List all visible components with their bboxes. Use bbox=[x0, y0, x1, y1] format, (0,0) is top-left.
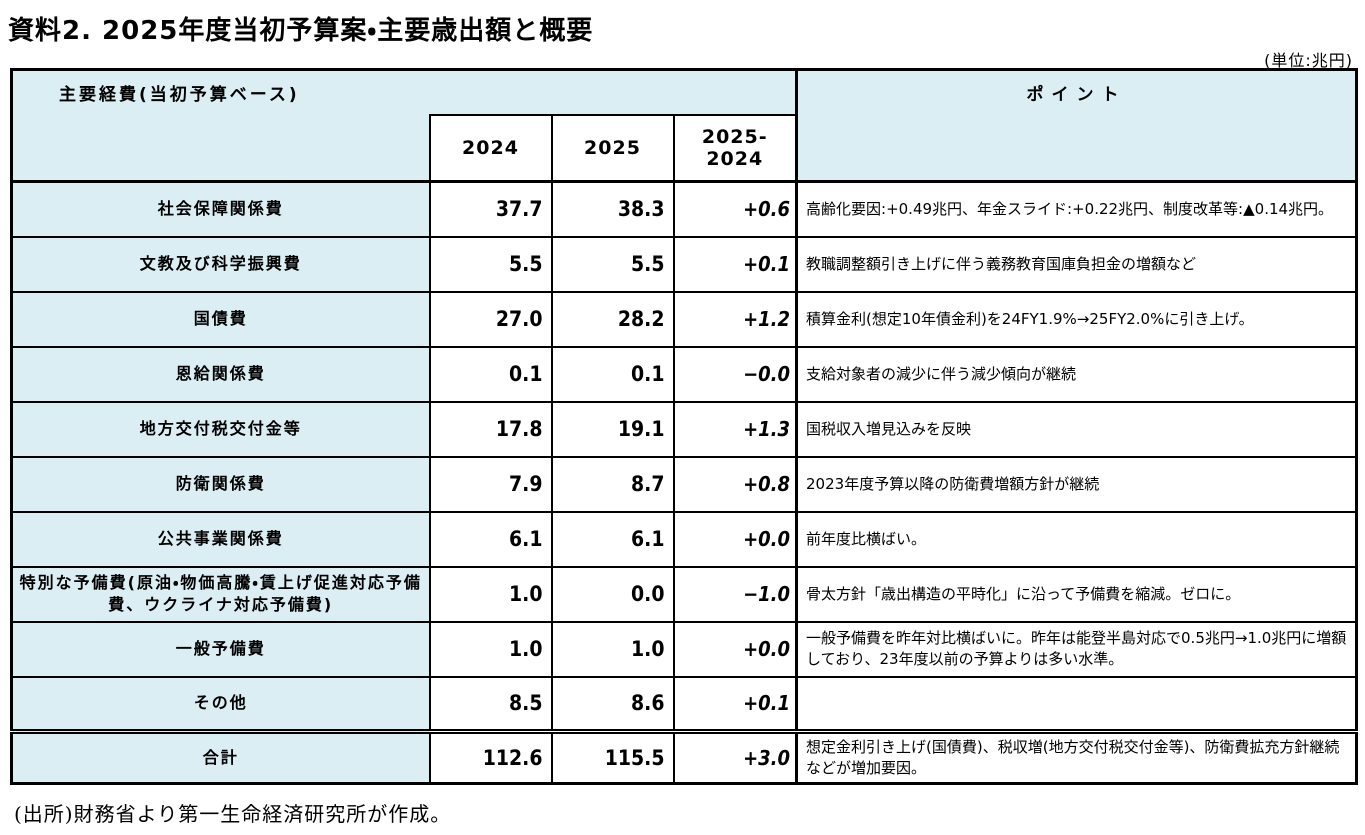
table-row: 公共事業関係費 6.1 6.1 +0.0 前年度比横ばい。 bbox=[10, 510, 1358, 568]
row-point-text: 国税収入増見込みを反映 bbox=[795, 400, 1358, 458]
row-2024-value: 37.7 bbox=[428, 180, 553, 238]
row-2025-value: 8.7 bbox=[550, 455, 675, 513]
row-item-label: 防衛関係費 bbox=[10, 455, 431, 513]
table-footer: 合計 112.6 115.5 +3.0 想定金利引き上げ(国債費)、税収増(地方… bbox=[10, 729, 1358, 785]
table-row: 一般予備費 1.0 1.0 +0.0 一般予備費を昨年対比横ばいに。昨年は能登半… bbox=[10, 620, 1358, 678]
row-2025-value: 19.1 bbox=[550, 400, 675, 458]
row-point-text: 骨太方針「歳出構造の平時化」に沿って予備費を縮減。ゼロに。 bbox=[795, 565, 1358, 623]
row-point-text: 前年度比横ばい。 bbox=[795, 510, 1358, 568]
header-item-label: 主要経費(当初予算ベース) bbox=[10, 68, 798, 115]
row-item-label: 公共事業関係費 bbox=[10, 510, 431, 568]
row-point-text: 一般予備費を昨年対比横ばいに。昨年は能登半島対応で0.5兆円→1.0兆円に増額し… bbox=[795, 620, 1358, 678]
page-title: 資料2. 2025年度当初予算案・主要歳出額と概要 bbox=[8, 16, 594, 46]
row-2024-value: 27.0 bbox=[428, 290, 553, 348]
header-point-label: ポイント bbox=[795, 68, 1358, 183]
row-item-label: 国債費 bbox=[10, 290, 431, 348]
row-2024-value: 0.1 bbox=[428, 345, 553, 403]
row-2025-value: 5.5 bbox=[550, 235, 675, 293]
row-2025-value: 38.3 bbox=[550, 180, 675, 238]
row-item-label: 恩給関係費 bbox=[10, 345, 431, 403]
row-item-label: 文教及び科学振興費 bbox=[10, 235, 431, 293]
total-item-label: 合計 bbox=[10, 729, 431, 785]
total-diff-value: +3.0 bbox=[672, 729, 798, 785]
row-point-text: 支給対象者の減少に伴う減少傾向が継続 bbox=[795, 345, 1358, 403]
row-2025-value: 28.2 bbox=[550, 290, 675, 348]
row-item-label: 一般予備費 bbox=[10, 620, 431, 678]
row-point-text: 教職調整額引き上げに伴う義務教育国庫負担金の増額など bbox=[795, 235, 1358, 293]
header-blank-cell bbox=[10, 114, 431, 183]
row-2025-value: 0.0 bbox=[550, 565, 675, 623]
row-diff-value: −1.0 bbox=[672, 565, 798, 623]
row-item-label: 特別な予備費(原油・物価高騰・賃上げ促進対応予備費、ウクライナ対応予備費) bbox=[10, 565, 431, 623]
header-col-2025: 2025 bbox=[550, 113, 675, 183]
row-2025-value: 8.6 bbox=[550, 675, 675, 733]
row-item-label: 社会保障関係費 bbox=[10, 180, 431, 238]
row-diff-value: +0.0 bbox=[672, 510, 798, 568]
row-point-text: 2023年度予算以降の防衛費増額方針が継続 bbox=[795, 455, 1358, 513]
row-diff-value: +1.2 bbox=[672, 290, 798, 348]
table-row: 国債費 27.0 28.2 +1.2 積算金利(想定10年債金利)を24FY1.… bbox=[10, 290, 1358, 348]
row-point-text: 高齢化要因:+0.49兆円、年金スライド:+0.22兆円、制度改革等:▲0.14… bbox=[795, 180, 1358, 238]
table-row: 文教及び科学振興費 5.5 5.5 +0.1 教職調整額引き上げに伴う義務教育国… bbox=[10, 235, 1358, 293]
row-item-label: 地方交付税交付金等 bbox=[10, 400, 431, 458]
row-point-text: 積算金利(想定10年債金利)を24FY1.9%→25FY2.0%に引き上げ。 bbox=[795, 290, 1358, 348]
table-body: 社会保障関係費 37.7 38.3 +0.6 高齢化要因:+0.49兆円、年金ス… bbox=[10, 180, 1358, 733]
row-item-label: その他 bbox=[10, 675, 431, 733]
row-2024-value: 6.1 bbox=[428, 510, 553, 568]
row-2024-value: 5.5 bbox=[428, 235, 553, 293]
row-point-text bbox=[795, 675, 1358, 733]
row-diff-value: +0.1 bbox=[672, 675, 798, 733]
row-diff-value: +0.0 bbox=[672, 620, 798, 678]
row-2024-value: 7.9 bbox=[428, 455, 553, 513]
row-diff-value: +0.1 bbox=[672, 235, 798, 293]
table-row: その他 8.5 8.6 +0.1 bbox=[10, 675, 1358, 733]
table-row: 特別な予備費(原油・物価高騰・賃上げ促進対応予備費、ウクライナ対応予備費) 1.… bbox=[10, 565, 1358, 623]
total-point-text: 想定金利引き上げ(国債費)、税収増(地方交付税交付金等)、防衛費拡充方針継続など… bbox=[795, 729, 1358, 785]
total-2025-value: 115.5 bbox=[550, 729, 675, 785]
table-row: 地方交付税交付金等 17.8 19.1 +1.3 国税収入増見込みを反映 bbox=[10, 400, 1358, 458]
row-2024-value: 17.8 bbox=[428, 400, 553, 458]
row-diff-value: +0.6 bbox=[672, 180, 798, 238]
header-col-diff: 2025-2024 bbox=[672, 113, 798, 183]
row-2025-value: 6.1 bbox=[550, 510, 675, 568]
budget-table: 主要経費(当初予算ベース) ポイント 2024 2025 2025-2024 社… bbox=[10, 68, 1359, 785]
table-header: 主要経費(当初予算ベース) ポイント 2024 2025 2025-2024 bbox=[10, 68, 1358, 183]
row-diff-value: +1.3 bbox=[672, 400, 798, 458]
row-2024-value: 1.0 bbox=[428, 620, 553, 678]
source-note: (出所)財務省より第一生命経済研究所が作成。 bbox=[14, 802, 452, 826]
row-diff-value: +0.8 bbox=[672, 455, 798, 513]
table-row: 恩給関係費 0.1 0.1 −0.0 支給対象者の減少に伴う減少傾向が継続 bbox=[10, 345, 1358, 403]
row-2024-value: 1.0 bbox=[428, 565, 553, 623]
total-2024-value: 112.6 bbox=[428, 729, 553, 785]
row-2025-value: 1.0 bbox=[550, 620, 675, 678]
row-diff-value: −0.0 bbox=[672, 345, 798, 403]
row-2025-value: 0.1 bbox=[550, 345, 675, 403]
table-row: 防衛関係費 7.9 8.7 +0.8 2023年度予算以降の防衛費増額方針が継続 bbox=[10, 455, 1358, 513]
table-row: 社会保障関係費 37.7 38.3 +0.6 高齢化要因:+0.49兆円、年金ス… bbox=[10, 180, 1358, 238]
unit-note: (単位:兆円) bbox=[1264, 51, 1353, 70]
header-col-2024: 2024 bbox=[428, 113, 553, 183]
total-row: 合計 112.6 115.5 +3.0 想定金利引き上げ(国債費)、税収増(地方… bbox=[10, 729, 1358, 785]
row-2024-value: 8.5 bbox=[428, 675, 553, 733]
